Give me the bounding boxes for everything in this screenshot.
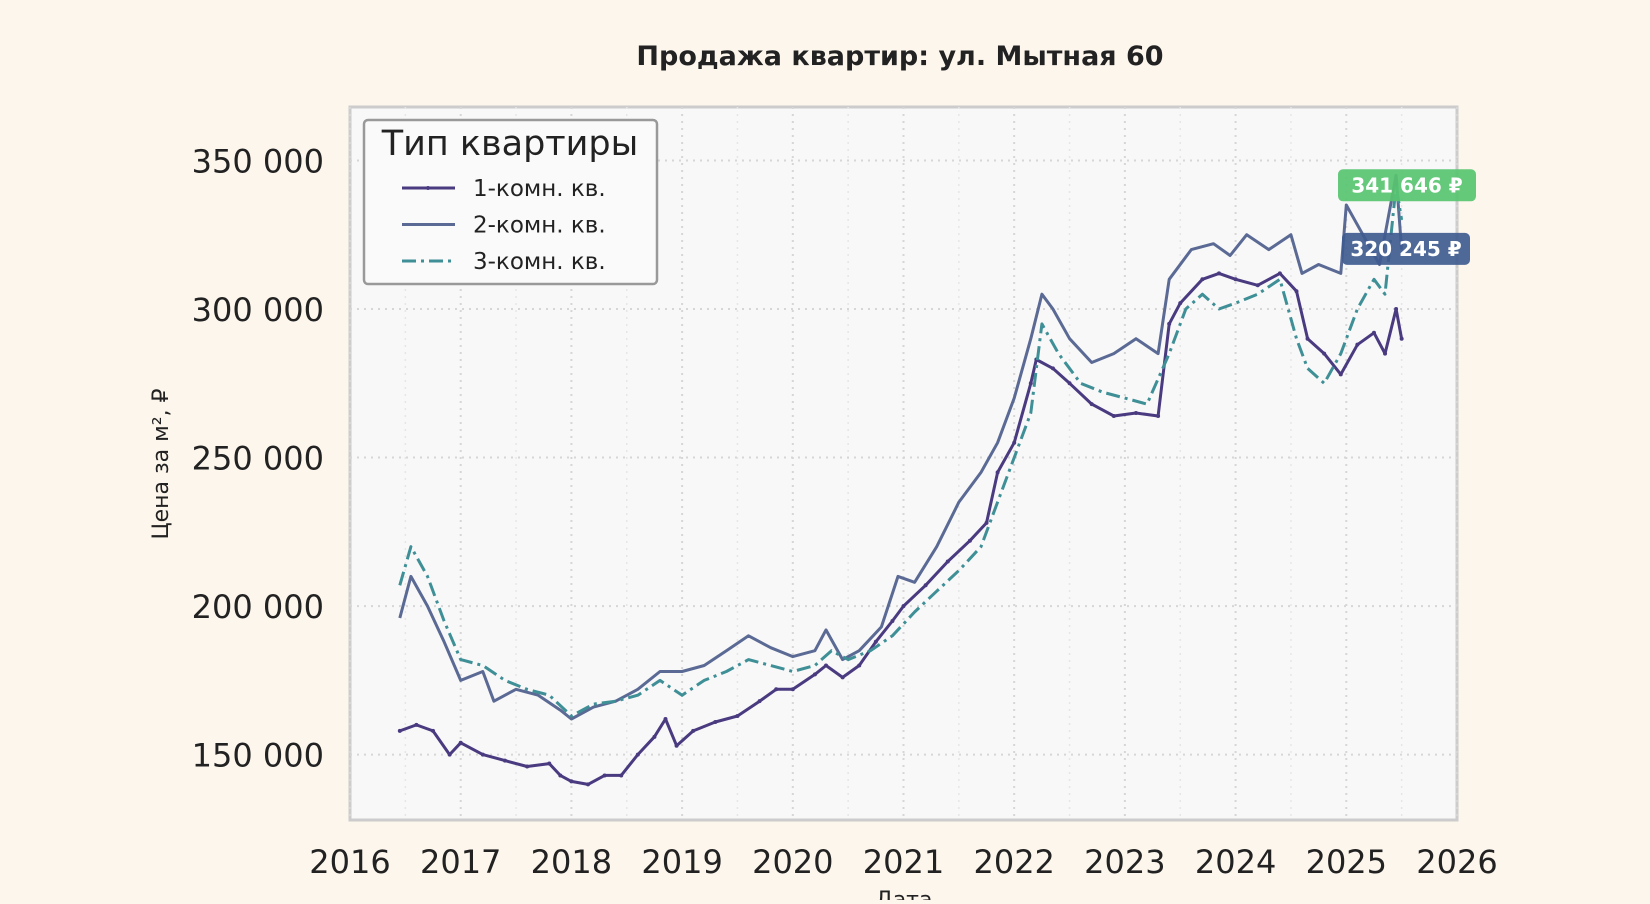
y-tick-label: 150 000 <box>192 737 324 775</box>
legend-box <box>362 118 659 286</box>
series-point <box>674 743 679 748</box>
series-point <box>713 719 718 724</box>
series-point <box>502 758 507 763</box>
legend: Тип квартиры 1-комн. кв. 2-комн. кв. 3-ком… <box>362 118 659 286</box>
annotations: 341 646 ₽ 320 245 ₽ <box>1338 169 1476 265</box>
series-line-2 <box>398 173 1404 721</box>
series-point <box>840 675 845 680</box>
series-point <box>1216 271 1221 276</box>
value-badge <box>1342 232 1470 265</box>
series-point <box>480 752 485 757</box>
series-point <box>1167 321 1172 326</box>
x-tick-label: 2017 <box>420 843 501 881</box>
series-point <box>635 752 640 757</box>
series-point <box>984 520 989 525</box>
legend-title: Тип квартиры <box>381 124 639 164</box>
series-point <box>774 687 779 692</box>
x-tick-label: 2025 <box>1306 843 1387 881</box>
series-point <box>414 722 419 727</box>
series-point <box>1338 372 1343 377</box>
series-point <box>1050 366 1055 371</box>
series-point <box>1383 351 1388 356</box>
x-axis-ticks: 2016 2017 2018 2019 2020 2021 2022 2023 2024 2025… <box>309 843 1497 881</box>
series-point <box>1012 440 1017 445</box>
series-point <box>873 639 878 644</box>
series-point <box>1089 402 1094 407</box>
legend-label: 1-комн. кв. <box>473 176 606 202</box>
series-layer <box>397 173 1404 787</box>
series-point <box>558 773 563 778</box>
x-tick-label: 2023 <box>1084 843 1165 881</box>
value-badge <box>1338 169 1476 202</box>
series-point <box>447 752 452 757</box>
series-point <box>1371 330 1376 335</box>
x-tick-label: 2021 <box>863 843 944 881</box>
series-point <box>602 773 607 778</box>
value-badge-label: 320 245 ₽ <box>1350 237 1461 261</box>
series-point <box>1322 351 1327 356</box>
x-tick-label: 2019 <box>641 843 722 881</box>
series-point <box>569 779 574 784</box>
series-point <box>945 559 950 564</box>
y-axis-ticks: 150 000 200 000 250 000 300 000 350 000 <box>192 142 324 774</box>
legend-label: 2-комн. кв. <box>473 213 606 239</box>
chart-title: Продажа квартир: ул. Мытная 60 <box>636 41 1163 72</box>
series-point <box>458 740 463 745</box>
series-point <box>812 672 817 677</box>
series-point <box>790 687 795 692</box>
series-point <box>1294 289 1299 294</box>
series-point <box>1156 413 1161 418</box>
y-axis-label: Цена за м², ₽ <box>149 388 174 539</box>
series-point <box>857 663 862 668</box>
legend-marker <box>426 186 430 190</box>
series-point <box>1355 342 1360 347</box>
y-tick-label: 250 000 <box>192 440 324 478</box>
series-point <box>619 773 624 778</box>
series-point <box>967 538 972 543</box>
x-tick-label: 2018 <box>531 843 612 881</box>
series-point <box>1399 336 1404 341</box>
series-point <box>586 782 591 787</box>
series-point <box>1305 336 1310 341</box>
legend-label: 3-комн. кв. <box>473 249 606 275</box>
x-tick-label: 2022 <box>973 843 1054 881</box>
series-point <box>397 728 402 733</box>
series-point <box>1277 271 1282 276</box>
series-point <box>1067 381 1072 386</box>
series-point <box>1233 277 1238 282</box>
x-tick-label: 2020 <box>752 843 833 881</box>
value-badge-label: 341 646 ₽ <box>1351 173 1462 197</box>
y-tick-label: 300 000 <box>192 291 324 329</box>
series-point <box>890 618 895 623</box>
x-tick-label: 2016 <box>309 843 390 881</box>
x-tick-label: 2026 <box>1416 843 1497 881</box>
series-point <box>431 728 436 733</box>
series-point <box>824 663 829 668</box>
x-axis-label: Дата <box>876 888 933 900</box>
series-point <box>1394 307 1399 312</box>
x-tick-label: 2024 <box>1195 843 1276 881</box>
series-point <box>663 716 668 721</box>
series-point <box>525 764 530 769</box>
series-point <box>691 728 696 733</box>
series-point <box>1133 410 1138 415</box>
series-point <box>901 604 906 609</box>
series-point <box>1200 277 1205 282</box>
series-point <box>547 761 552 766</box>
series-point <box>735 714 740 719</box>
series-point <box>923 583 928 588</box>
series-point <box>1178 301 1183 306</box>
series-point <box>1255 283 1260 288</box>
series-point <box>1111 413 1116 418</box>
y-tick-label: 350 000 <box>192 142 324 180</box>
series-point <box>1028 381 1033 386</box>
series-point <box>757 699 762 704</box>
series-point <box>652 734 657 739</box>
y-tick-label: 200 000 <box>192 588 324 626</box>
series-point <box>995 470 1000 475</box>
